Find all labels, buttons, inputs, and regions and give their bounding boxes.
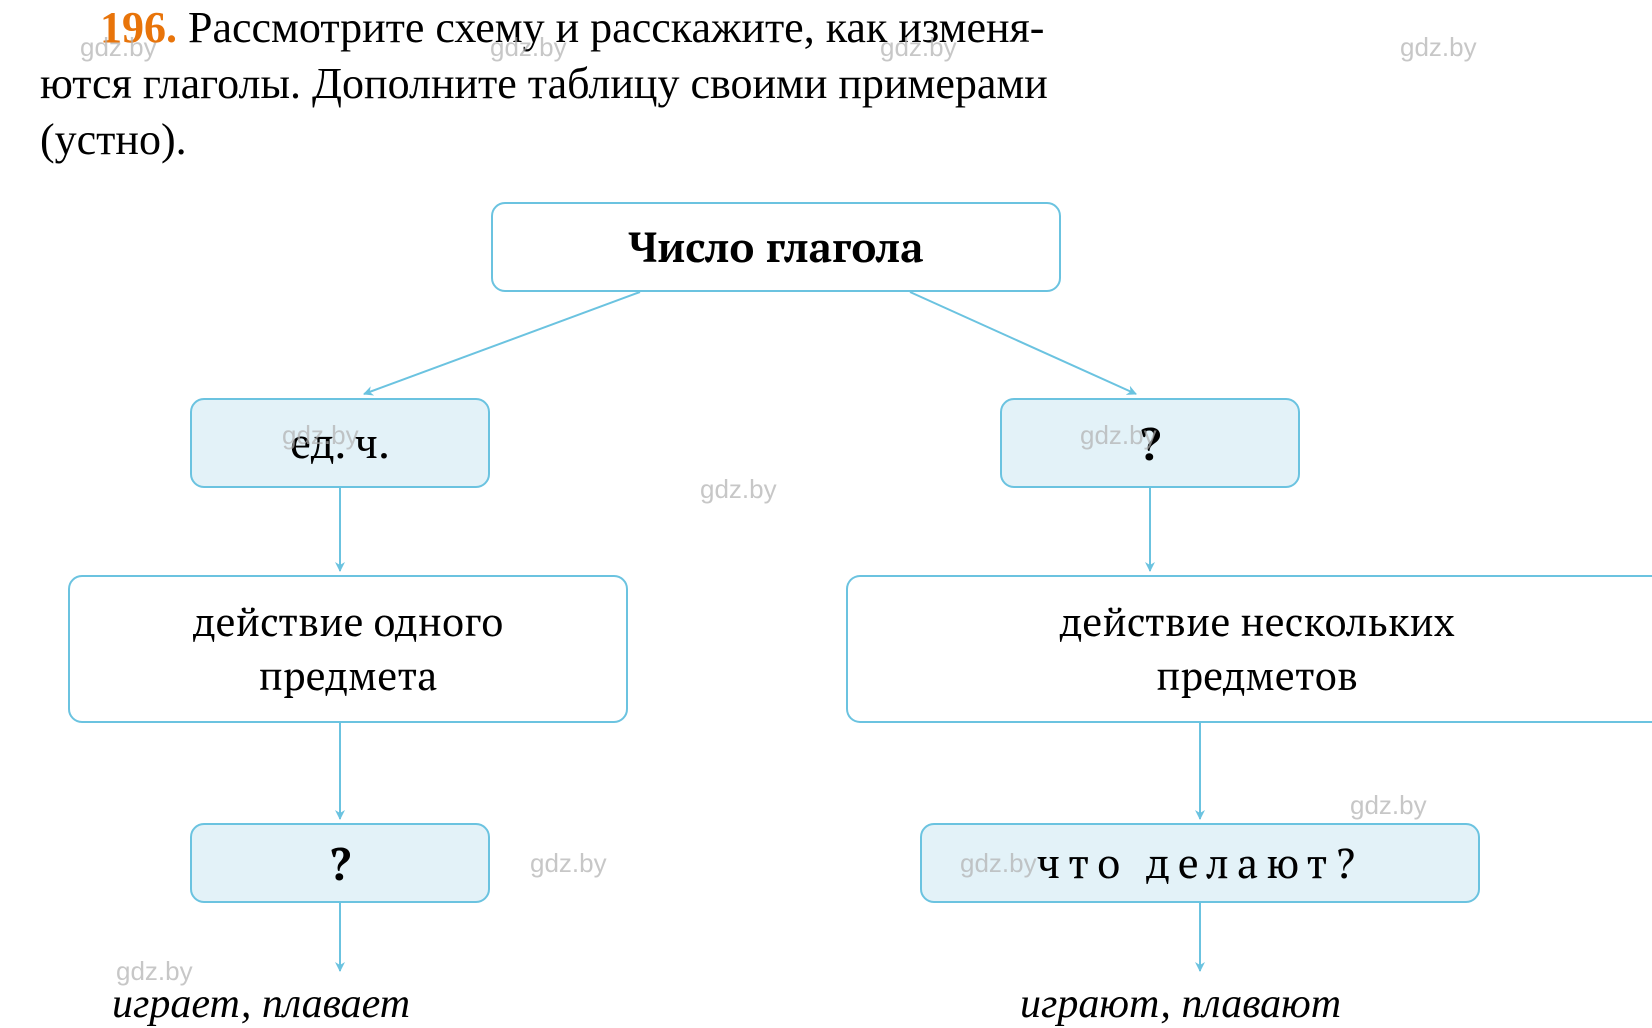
node-question-plural: что делают? <box>920 823 1480 903</box>
node-singular-label: ед. ч. <box>290 415 390 471</box>
node-root: Число глагола <box>491 202 1061 292</box>
node-desc-plural-label: действие нескольких предметов <box>1059 595 1454 703</box>
node-root-label: Число глагола <box>628 219 923 275</box>
diagram-container: Число глагола ед. ч. ? действие одного п… <box>0 190 1652 980</box>
example-plural: играют, плавают <box>1020 980 1341 1028</box>
node-desc-plural: действие нескольких предметов <box>846 575 1652 723</box>
task-text: 196. Рассмотрите схему и расскажите, как… <box>40 0 1652 168</box>
task-line1: Рассмотрите схему и расскажите, как изме… <box>177 3 1044 52</box>
node-desc-singular: действие одного предмета <box>68 575 628 723</box>
example-singular: играет, плавает <box>112 980 410 1028</box>
node-plural-placeholder: ? <box>1000 398 1300 488</box>
node-desc-singular-label: действие одного предмета <box>193 595 504 703</box>
node-singular: ед. ч. <box>190 398 490 488</box>
node-question-singular: ? <box>190 823 490 903</box>
task-line2: ются глаголы. Дополните таблицу своими п… <box>40 59 1048 108</box>
node-question-plural-label: что делают? <box>1037 835 1363 891</box>
node-question-singular-label: ? <box>329 833 351 894</box>
task-number: 196. <box>40 3 177 52</box>
task-line3: (устно). <box>40 115 187 164</box>
node-plural-label: ? <box>1139 413 1161 474</box>
